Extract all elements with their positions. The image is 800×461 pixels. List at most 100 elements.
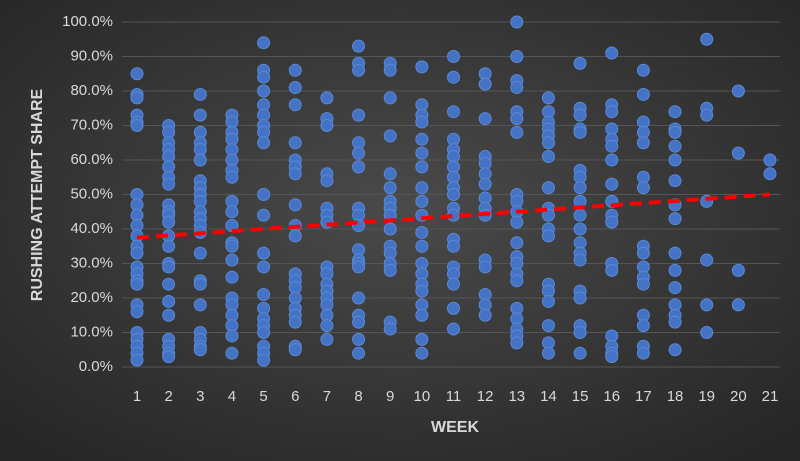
point [573, 208, 587, 222]
point [162, 177, 176, 191]
point [130, 119, 144, 132]
point [447, 50, 460, 63]
x-tick-label: 7 [323, 388, 331, 405]
point [510, 336, 524, 350]
point [288, 315, 302, 329]
point [383, 167, 397, 181]
point [668, 105, 682, 119]
point [352, 108, 366, 122]
point [573, 56, 587, 70]
x-tick-label: 17 [635, 388, 652, 405]
point [605, 105, 619, 119]
point [510, 274, 524, 288]
point [573, 291, 587, 305]
point [700, 32, 714, 46]
point [510, 81, 524, 95]
point [352, 332, 366, 346]
point [447, 322, 460, 336]
point [415, 60, 429, 74]
point [383, 91, 397, 105]
point [288, 229, 302, 243]
point [257, 260, 271, 274]
point [541, 181, 555, 195]
point [605, 46, 619, 60]
point [383, 322, 397, 336]
point [636, 346, 650, 360]
x-tick-label: 21 [762, 388, 779, 405]
point [605, 153, 619, 167]
point [636, 136, 650, 150]
point [447, 301, 460, 315]
point [668, 263, 682, 277]
point [447, 188, 460, 201]
point [352, 315, 366, 329]
point [668, 139, 682, 153]
point [288, 81, 302, 95]
point [130, 277, 144, 291]
y-tick-label: 60.0% [70, 151, 113, 168]
point [668, 125, 682, 139]
point [415, 332, 429, 346]
point [130, 91, 144, 105]
y-axis-title: RUSHING ATTEMPT SHARE [29, 88, 46, 301]
point [288, 98, 302, 112]
point [573, 346, 587, 360]
point [636, 319, 650, 333]
point [415, 160, 429, 174]
point [225, 270, 239, 284]
point [257, 136, 271, 150]
x-tick-label: 3 [196, 388, 204, 405]
point [320, 91, 334, 105]
point [257, 208, 271, 222]
point [288, 136, 302, 150]
point [415, 181, 429, 195]
point [162, 215, 176, 229]
point [383, 129, 397, 143]
point [415, 346, 429, 360]
point [605, 139, 619, 153]
point [257, 70, 271, 84]
point [352, 291, 366, 305]
point [130, 353, 144, 367]
point [352, 260, 366, 274]
point [700, 298, 714, 312]
point [352, 146, 366, 160]
point [225, 329, 239, 343]
x-tick-label: 18 [667, 388, 684, 405]
point [320, 319, 334, 333]
point [700, 253, 714, 267]
point [288, 198, 302, 212]
point [668, 281, 682, 295]
point [352, 39, 366, 53]
point [668, 343, 682, 357]
point [415, 308, 429, 322]
point [130, 246, 144, 260]
point [541, 294, 555, 308]
point [130, 67, 144, 81]
x-tick-label: 15 [572, 388, 589, 405]
x-tick-label: 1 [133, 388, 141, 405]
point [573, 253, 587, 267]
point [668, 212, 682, 226]
x-tick-label: 5 [259, 388, 267, 405]
point [605, 350, 619, 364]
point [257, 84, 271, 98]
point [636, 246, 650, 260]
x-tick-label: 12 [477, 388, 494, 405]
point [541, 208, 555, 222]
point [193, 153, 207, 167]
point [257, 36, 271, 50]
x-tick-label: 2 [164, 388, 172, 405]
point [352, 160, 366, 174]
x-axis-title: WEEK [431, 419, 479, 436]
point [162, 260, 176, 274]
point [193, 298, 207, 312]
point [257, 288, 271, 302]
y-tick-label: 80.0% [70, 82, 113, 99]
point [447, 105, 460, 119]
point [605, 215, 619, 229]
y-tick-label: 0.0% [79, 358, 113, 375]
point [541, 229, 555, 243]
point [541, 346, 555, 360]
point [636, 87, 650, 101]
